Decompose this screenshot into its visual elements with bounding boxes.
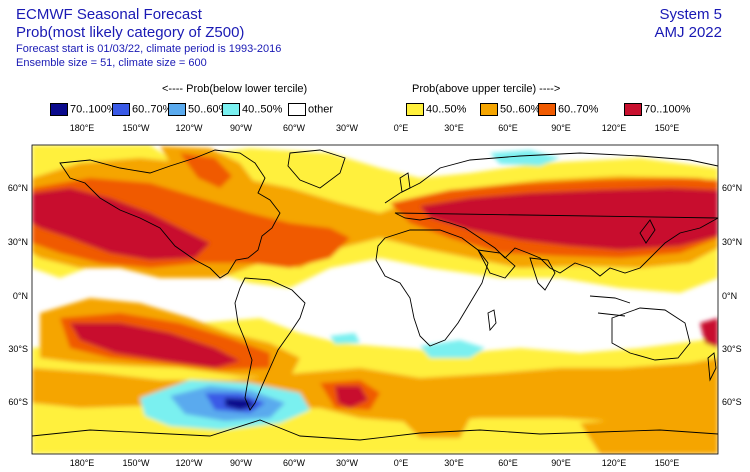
- probability-map: 180°E 150°W 120°W 90°W 60°W 30°W 0°E 30°E 60°E 90…: [8, 123, 742, 468]
- tick-label: 150°E: [655, 458, 680, 468]
- tick-label: 60°S: [722, 397, 742, 407]
- legend-swatch: [480, 103, 498, 116]
- legend-swatch: [538, 103, 556, 116]
- tick-label: 150°E: [655, 123, 680, 133]
- coastlines: [32, 149, 718, 441]
- legend-label: 70..100%: [644, 103, 691, 116]
- tick-label: 60°N: [8, 183, 28, 193]
- legend-label: 60..70%: [558, 103, 599, 116]
- legend-item: other: [288, 103, 333, 117]
- tick-label: 60°E: [498, 458, 518, 468]
- tick-label: 30°N: [8, 237, 28, 247]
- tick-label: 60°W: [283, 458, 306, 468]
- legend-swatch: [288, 103, 306, 116]
- legend-label: 40..50%: [426, 103, 467, 116]
- tick-label: 60°E: [498, 123, 518, 133]
- tick-label: 30°W: [336, 458, 359, 468]
- legend-label: 70..100%: [70, 103, 117, 116]
- tick-label: 30°E: [444, 458, 464, 468]
- tick-label: 30°S: [8, 344, 28, 354]
- subtitle: Prob(most likely category of Z500): [16, 24, 245, 41]
- tick-label: 60°N: [722, 183, 742, 193]
- below-tercile-heading: <---- Prob(below lower tercile): [162, 83, 308, 95]
- tick-label: 0°E: [394, 458, 409, 468]
- legend-label: 40..50%: [242, 103, 283, 116]
- tick-label: 120°W: [175, 123, 203, 133]
- tick-label: 120°W: [175, 458, 203, 468]
- tick-label: 150°W: [122, 458, 150, 468]
- legend-swatch: [624, 103, 642, 116]
- tick-label: 30°S: [722, 344, 742, 354]
- system-block: System 5 AMJ 2022: [654, 6, 722, 42]
- title-block: ECMWF Seasonal Forecast Prob(most likely…: [16, 6, 281, 70]
- legend-label: 60..70%: [132, 103, 173, 116]
- probability-field: [32, 145, 718, 454]
- legend-swatch: [222, 103, 240, 116]
- map-frame: [31, 144, 719, 455]
- legend-item: 60..70%: [538, 103, 598, 117]
- tick-label: 90°W: [230, 458, 253, 468]
- system-label: System 5: [659, 6, 722, 23]
- tick-label: 30°W: [336, 123, 359, 133]
- tick-label: 180°E: [70, 458, 95, 468]
- legend-swatch: [112, 103, 130, 116]
- tick-label: 120°E: [602, 458, 627, 468]
- legend-item: 60..70%: [112, 103, 172, 117]
- main-title: ECMWF Seasonal Forecast: [16, 6, 202, 23]
- longitude-ticks-bottom: 180°E 150°W 120°W 90°W 60°W 30°W 0°E 30°E 60°E 90…: [70, 458, 680, 468]
- tick-label: 0°N: [722, 291, 737, 301]
- legend-item: 70..100%: [50, 103, 116, 117]
- tick-label: 90°W: [230, 123, 253, 133]
- tick-label: 0°N: [13, 291, 28, 301]
- tick-label: 90°E: [551, 123, 571, 133]
- legend-item: 50..60%: [480, 103, 540, 117]
- legend-swatch: [50, 103, 68, 116]
- legend-label: 50..60%: [500, 103, 541, 116]
- ensemble-size-line: Ensemble size = 51, climate size = 600: [16, 57, 207, 69]
- tick-label: 60°S: [8, 397, 28, 407]
- forecast-start-line: Forecast start is 01/03/22, climate peri…: [16, 43, 282, 55]
- latitude-ticks-left: 60°N 30°N 0°N 30°S 60°S: [8, 183, 28, 407]
- longitude-ticks-top: 180°E 150°W 120°W 90°W 60°W 30°W 0°E 30°E 60°E 90…: [70, 123, 680, 133]
- tick-label: 0°E: [394, 123, 409, 133]
- tick-label: 150°W: [122, 123, 150, 133]
- tick-label: 30°E: [444, 123, 464, 133]
- tick-label: 90°E: [551, 458, 571, 468]
- legend-item: 70..100%: [624, 103, 690, 117]
- legend-item: 40..50%: [222, 103, 282, 117]
- legend-swatch: [406, 103, 424, 116]
- tick-label: 30°N: [722, 237, 742, 247]
- latitude-ticks-right: 60°N 30°N 0°N 30°S 60°S: [722, 183, 742, 407]
- above-tercile-heading: Prob(above upper tercile) ---->: [412, 83, 561, 95]
- tick-label: 60°W: [283, 123, 306, 133]
- legend-item: 50..60%: [168, 103, 228, 117]
- tick-label: 180°E: [70, 123, 95, 133]
- tick-label: 120°E: [602, 123, 627, 133]
- season-label: AMJ 2022: [654, 24, 722, 41]
- legend-item: 40..50%: [406, 103, 466, 117]
- legend-swatch: [168, 103, 186, 116]
- legend-label: 50..60%: [188, 103, 229, 116]
- legend-label: other: [308, 103, 334, 116]
